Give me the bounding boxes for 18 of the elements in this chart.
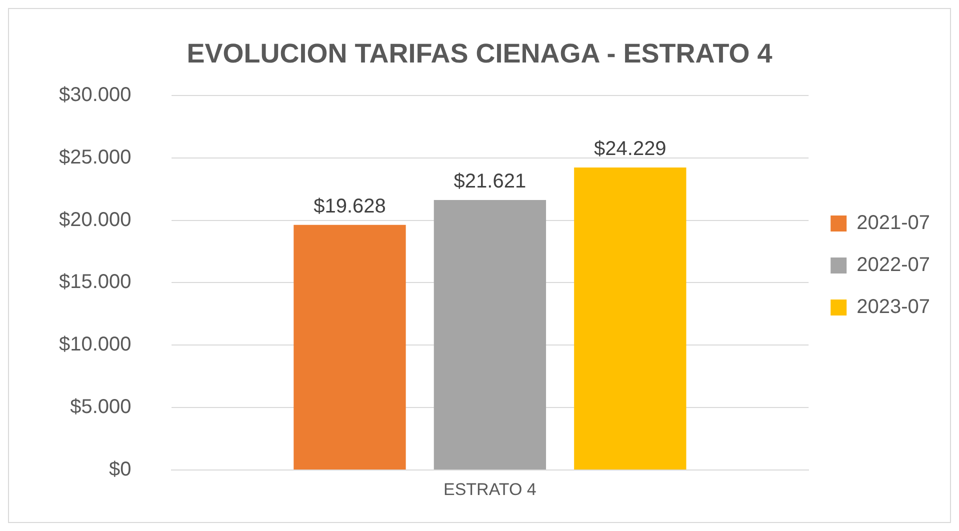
y-tick-label: $25.000 [59, 146, 132, 168]
data-label: $24.229 [594, 138, 666, 160]
bar [294, 224, 406, 470]
y-tick-label: $20.000 [59, 208, 132, 231]
y-tick-label: $0 [109, 458, 132, 481]
data-label: $19.628 [314, 195, 386, 218]
data-label: $21.621 [454, 170, 526, 193]
y-tick-label: $30.000 [59, 84, 132, 106]
x-tick-label: ESTRATO 4 [443, 480, 536, 499]
bar [434, 200, 546, 470]
bar [574, 167, 686, 470]
chart-title: EVOLUCION TARIFAS CIENAGA - ESTRATO 4 [186, 38, 772, 69]
legend-label: 2022-07 [856, 254, 930, 276]
y-tick-label: $5.000 [70, 396, 132, 418]
y-tick-label: $15.000 [59, 271, 132, 294]
y-tick-label: $10.000 [59, 334, 132, 356]
legend-label: 2021-07 [856, 212, 930, 234]
legend-label: 2023-07 [856, 296, 930, 318]
